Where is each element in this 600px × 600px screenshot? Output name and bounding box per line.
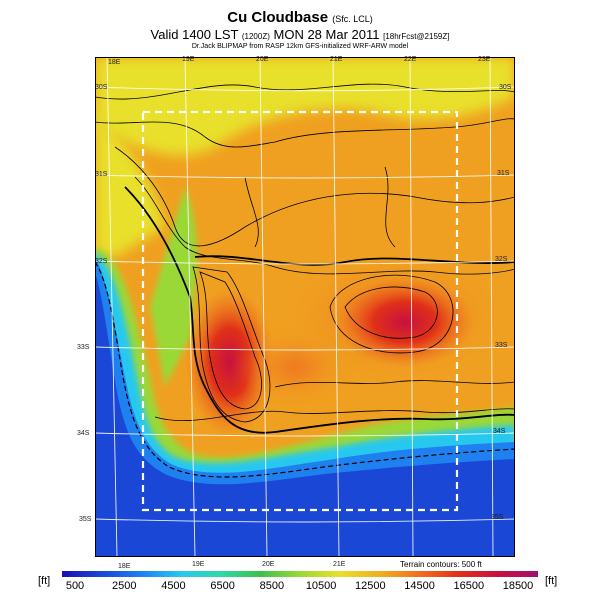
yellow-zone-west [95,117,165,257]
lat-label-left: 31S [95,171,108,178]
colorbar-label: 12500 [355,580,386,592]
colorbar-label: 500 [65,580,85,592]
lon-label-bottom: 18E [118,563,131,570]
valid-date: MON 28 Mar 2011 [273,27,380,42]
lon-label-top: 20E [256,56,269,63]
ocean [95,272,515,557]
title-main-sub: (Sfc. LCL) [332,14,373,24]
colorbar-label: 16500 [453,580,485,592]
forecast-label: [18hrFcst@2159Z] [383,32,450,41]
model-credit: Dr.Jack BLIPMAP from RASP 12km GFS-initi… [191,43,409,50]
terrain-contour-note: Terrain contours: 500 ft [400,560,482,569]
colorbar-label: 14500 [404,580,435,592]
lat-label-right: 30S [499,84,512,91]
lon-label-bottom: 19E [192,561,205,568]
lon-label-top: 19E [182,56,195,63]
colorbar-unit-left: [ft] [38,575,51,587]
map-canvas [95,57,515,557]
inner-domain-box [141,110,459,512]
colorbar-unit-right: [ft] [545,575,558,587]
valid-utc: (1200Z) [241,32,270,41]
valid-label: Valid 1400 LST [150,27,239,42]
map-frame [95,57,515,557]
lon-label-top: 18E [108,59,121,66]
colorbar-label: 4500 [161,580,186,592]
lat-label-left: 32S [95,258,108,265]
graticule [95,57,515,557]
colorbar [62,571,538,577]
valid-time: Valid 1400 LST (1200Z) MON 28 Mar 2011 [… [0,27,600,42]
lat-label-right: 34S [493,428,506,435]
terrain-contours [95,83,515,423]
lat-label-left: 33S [77,344,90,351]
colorbar-label: 10500 [305,580,337,592]
lat-label-right: 32S [495,256,508,263]
cloudbase-map [95,57,515,557]
lat-label-left: 34S [77,430,90,437]
map-title: Cu Cloudbase (Sfc. LCL) [0,9,600,26]
lon-label-bottom: 21E [333,561,346,568]
lon-label-top: 23E [478,56,491,63]
lat-label-right: 33S [495,342,508,349]
colorbar-label: 6500 [210,580,235,592]
lat-label-left: 35S [79,516,92,523]
lat-label-left: 30S [95,84,108,91]
colorbar-label: 2500 [111,580,137,592]
title-main: Cu Cloudbase [227,9,329,26]
lon-label-top: 21E [330,56,343,63]
green-strip [150,187,197,387]
lon-label-bottom: 20E [262,561,275,568]
colorbar-label: 18500 [502,580,534,592]
lat-label-right: 31S [497,170,510,177]
lon-label-top: 22E [404,56,417,63]
colorbar-label: 8500 [259,580,285,592]
hot-spot-east [335,277,475,367]
lat-label-right: 35S [491,514,504,521]
